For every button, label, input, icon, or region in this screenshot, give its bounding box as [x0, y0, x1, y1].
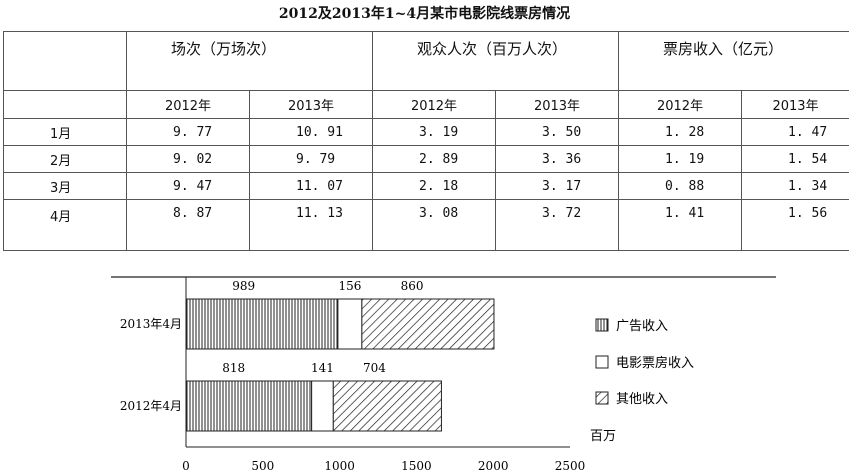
table-corner-cell	[4, 32, 127, 91]
x-tick-label: 1000	[324, 459, 355, 473]
bar-segment	[312, 381, 334, 431]
table-title: 2012及2013年1~4月某市电影院线票房情况	[0, 3, 849, 23]
x-tick-label: 1500	[401, 459, 432, 473]
table-cell: 1. 19	[619, 146, 742, 173]
group-header-screenings: 场次（万场次）	[127, 32, 373, 91]
bar-value-label: 156	[338, 279, 361, 293]
table-row: 1月 9. 77 10. 91 3. 19 3. 50 1. 28 1. 47	[4, 119, 849, 146]
bar-segment	[333, 381, 441, 431]
table-cell: 9. 02	[127, 146, 250, 173]
category-label: 2012年4月	[120, 399, 182, 413]
group-header-box-office: 票房收入（亿元）	[619, 32, 849, 91]
table-cell: 11. 07	[250, 173, 373, 200]
table-cell: 1. 56	[742, 200, 849, 251]
table-cell: 1. 28	[619, 119, 742, 146]
legend: 广告收入 电影票房收入 其他收入	[596, 319, 694, 407]
month-label: 4月	[4, 200, 127, 251]
bar-segment	[186, 299, 338, 349]
group-header-audience: 观众人次（百万人次）	[373, 32, 619, 91]
bar-value-label: 704	[363, 361, 386, 375]
month-label: 1月	[4, 119, 127, 146]
bar-value-label: 141	[311, 361, 334, 375]
x-tick-label: 0	[182, 459, 190, 473]
legend-swatch-ad	[596, 319, 608, 331]
month-label: 3月	[4, 173, 127, 200]
legend-label-box-office: 电影票房收入	[616, 355, 694, 371]
month-label: 2月	[4, 146, 127, 173]
table-cell: 9. 47	[127, 173, 250, 200]
bar-value-label: 818	[222, 361, 245, 375]
table-cell: 9. 79	[250, 146, 373, 173]
year-header: 2012年	[619, 91, 742, 119]
table-row: 4月 8. 87 11. 13 3. 08 3. 72 1. 41 1. 56	[4, 200, 849, 251]
year-header: 2013年	[250, 91, 373, 119]
table-cell: 8. 87	[127, 200, 250, 251]
legend-swatch-box-office	[596, 356, 608, 368]
year-header: 2013年	[742, 91, 849, 119]
x-tick-label: 500	[251, 459, 274, 473]
table-cell: 1. 34	[742, 173, 849, 200]
table-row: 2月 9. 02 9. 79 2. 89 3. 36 1. 19 1. 54	[4, 146, 849, 173]
bar-segment	[338, 299, 362, 349]
legend-label-ad: 广告收入	[616, 319, 668, 334]
table-cell: 9. 77	[127, 119, 250, 146]
table-cell: 3. 72	[496, 200, 619, 251]
table-cell: 1. 54	[742, 146, 849, 173]
bar-value-label: 860	[401, 279, 424, 293]
table-cell: 2. 18	[373, 173, 496, 200]
table-cell: 3. 36	[496, 146, 619, 173]
table-cell: 1. 41	[619, 200, 742, 251]
bar-segment	[186, 381, 312, 431]
stats-table: 场次（万场次） 观众人次（百万人次） 票房收入（亿元） 2012年 2013年 …	[3, 31, 849, 251]
table-cell: 3. 17	[496, 173, 619, 200]
category-label: 2013年4月	[120, 317, 182, 331]
year-header: 2012年	[373, 91, 496, 119]
table-cell: 10. 91	[250, 119, 373, 146]
legend-label-other: 其他收入	[616, 392, 668, 407]
legend-swatch-other	[596, 392, 608, 404]
x-tick-label: 2000	[478, 459, 509, 473]
table-cell: 11. 13	[250, 200, 373, 251]
table-cell: 2. 89	[373, 146, 496, 173]
table-cell: 3. 19	[373, 119, 496, 146]
table-cell: 3. 50	[496, 119, 619, 146]
table-row: 3月 9. 47 11. 07 2. 18 3. 17 0. 88 1. 34	[4, 173, 849, 200]
x-tick-label: 2500	[555, 459, 586, 473]
bar-value-label: 989	[232, 279, 255, 293]
table-cell: 0. 88	[619, 173, 742, 200]
year-header-corner	[4, 91, 127, 119]
year-header: 2013年	[496, 91, 619, 119]
bar-segment	[362, 299, 494, 349]
unit-label: 百万	[590, 429, 616, 444]
table-cell: 3. 08	[373, 200, 496, 251]
year-header: 2012年	[127, 91, 250, 119]
table-cell: 1. 47	[742, 119, 849, 146]
